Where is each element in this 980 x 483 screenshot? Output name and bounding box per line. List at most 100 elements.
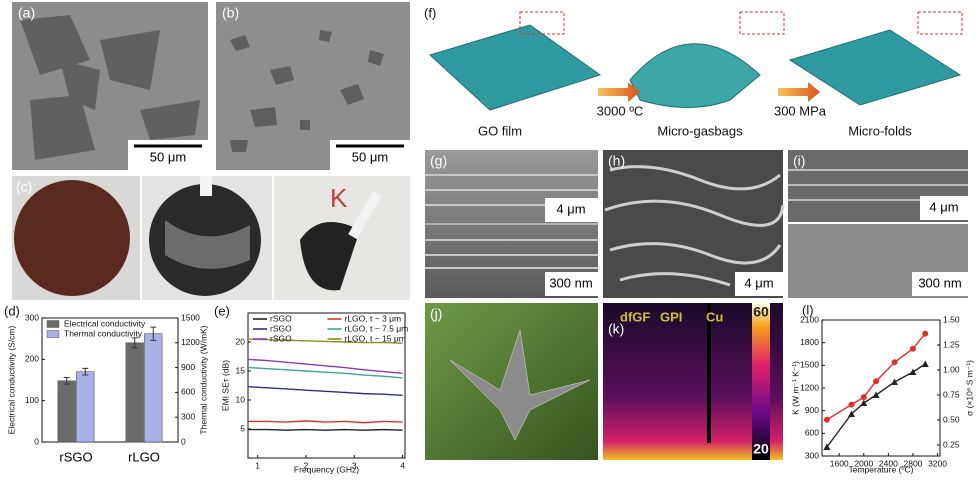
y-tick-label: 5 [240, 423, 245, 433]
scale-bar-label: 4 μm [929, 199, 958, 214]
legend-label: rSGO [270, 313, 292, 323]
panel-label: (i) [793, 153, 805, 169]
step-label: 300 MPa [774, 103, 827, 118]
legend-label: rLGO, t ~ 15 μm [345, 333, 406, 343]
x-tick-label: 2400 [879, 458, 898, 468]
error-bar [63, 377, 70, 385]
x-axis-title: Temperature (ºC) [849, 464, 914, 474]
marker [891, 378, 899, 385]
y-tick-label: 0 [34, 436, 39, 446]
series-line [248, 420, 403, 424]
marker [848, 410, 855, 417]
marker [860, 394, 867, 401]
panel-label: (l) [802, 302, 814, 317]
marker [823, 416, 830, 423]
region-label: GPI [660, 309, 682, 324]
y-tick-label: 300 [25, 312, 39, 322]
marker [922, 330, 929, 337]
y2-tick-label: 900 [181, 362, 195, 372]
panel-label: (k) [608, 321, 624, 337]
marker [891, 359, 898, 366]
x-tick-label: 2000 [854, 458, 873, 468]
marker [872, 391, 880, 398]
series-line [826, 333, 926, 421]
y2-tick-label: 1.00 [943, 364, 960, 374]
y-tick-label: 2100 [800, 314, 819, 324]
marker [921, 360, 929, 367]
colorbar-label: 20 [753, 441, 769, 457]
y2-tick-label: 1200 [181, 337, 200, 347]
y2-tick-label: 1500 [181, 312, 200, 322]
x-tick-label: 3200 [928, 458, 947, 468]
y2-tick-label: 0.50 [943, 414, 960, 424]
marker [848, 401, 855, 408]
x-tick-label: 3 [352, 460, 357, 470]
stage-label: GO film [478, 123, 522, 138]
panel-label: (d) [4, 303, 20, 318]
y-tick-label: 10 [236, 394, 246, 404]
marker [873, 378, 880, 385]
panel-j: (j) [425, 303, 598, 460]
scale-bar-label: 300 nm [918, 275, 961, 290]
photo-text: K [330, 183, 348, 213]
y2-tick-label: 1.25 [943, 339, 960, 349]
series-line [247, 358, 403, 375]
series-line [248, 428, 403, 431]
scale-bar-label: 4 μm [556, 201, 585, 216]
series-line [247, 385, 403, 397]
plot-frame [41, 317, 179, 443]
bar [144, 333, 163, 443]
series-line [247, 366, 403, 379]
scale-bar-label: 300 nm [549, 275, 592, 290]
stage-label: Micro-folds [848, 123, 912, 138]
x-tick-label: 2800 [903, 458, 922, 468]
y-axis-title: Electrical conductivity (S/cm) [6, 326, 16, 435]
y-tick-label: 100 [25, 395, 39, 405]
region-label: Cu [706, 309, 723, 324]
legend-swatch [46, 320, 60, 328]
legend-label: rLGO, t ~ 3 μm [345, 313, 402, 323]
legend-label: rLGO, t ~ 7.5 μm [345, 323, 409, 333]
scale-bar-label: 4 μm [744, 275, 773, 290]
x-tick-label: rSGO [59, 449, 92, 464]
y2-axis-title: σ (×10⁶ S m⁻¹) [964, 360, 974, 416]
series-line [826, 363, 926, 448]
marker [860, 399, 868, 406]
step-label: 3000 ºC [597, 103, 644, 118]
panel-i: (i) 4 μm 300 nm [788, 150, 968, 298]
marker [909, 345, 916, 352]
panel-h: (h) 4 μm [603, 150, 785, 298]
panel-label: (g) [430, 153, 447, 169]
y2-tick-label: 600 [181, 387, 195, 397]
y2-tick-label: 0.75 [943, 389, 960, 399]
legend-label: Electrical conductivity [64, 318, 146, 328]
y2-axis-title: Thermal conductivity (W/mK) [198, 325, 208, 434]
y2-tick-label: 0.25 [943, 439, 960, 449]
region-label: dfGF [620, 309, 650, 324]
panel-a: (a) 50 μm [12, 2, 208, 170]
panel-k: dfGF GPI Cu 60 20 (k) [603, 303, 783, 460]
colorbar-label: 60 [753, 304, 769, 320]
bar [125, 342, 144, 443]
y-tick-label: 300 [805, 450, 819, 460]
y-tick-label: 15 [236, 365, 246, 375]
plot-frame [821, 319, 941, 457]
scale-bar-label: 50 μm [150, 149, 186, 164]
legend-label: rSGO [270, 333, 292, 343]
x-tick-label: 4 [400, 460, 405, 470]
panel-label: (f) [424, 5, 436, 20]
x-tick-label: rLGO [128, 449, 160, 464]
y-tick-label: 20 [236, 336, 246, 346]
y2-tick-label: 300 [181, 411, 195, 421]
panel-g: (g) 4 μm 300 nm [425, 150, 598, 298]
panel-label: (j) [430, 306, 442, 322]
panel-label: (a) [18, 5, 35, 21]
bar [57, 380, 76, 443]
x-tick-label: 2 [304, 460, 309, 470]
y-tick-label: 1500 [800, 360, 819, 370]
scale-bar-label: 50 μm [352, 149, 388, 164]
legend-label: Thermal conductivity [64, 328, 143, 338]
panel-b: (b) 50 μm [216, 2, 410, 170]
y2-tick-label: 0 [181, 436, 186, 446]
